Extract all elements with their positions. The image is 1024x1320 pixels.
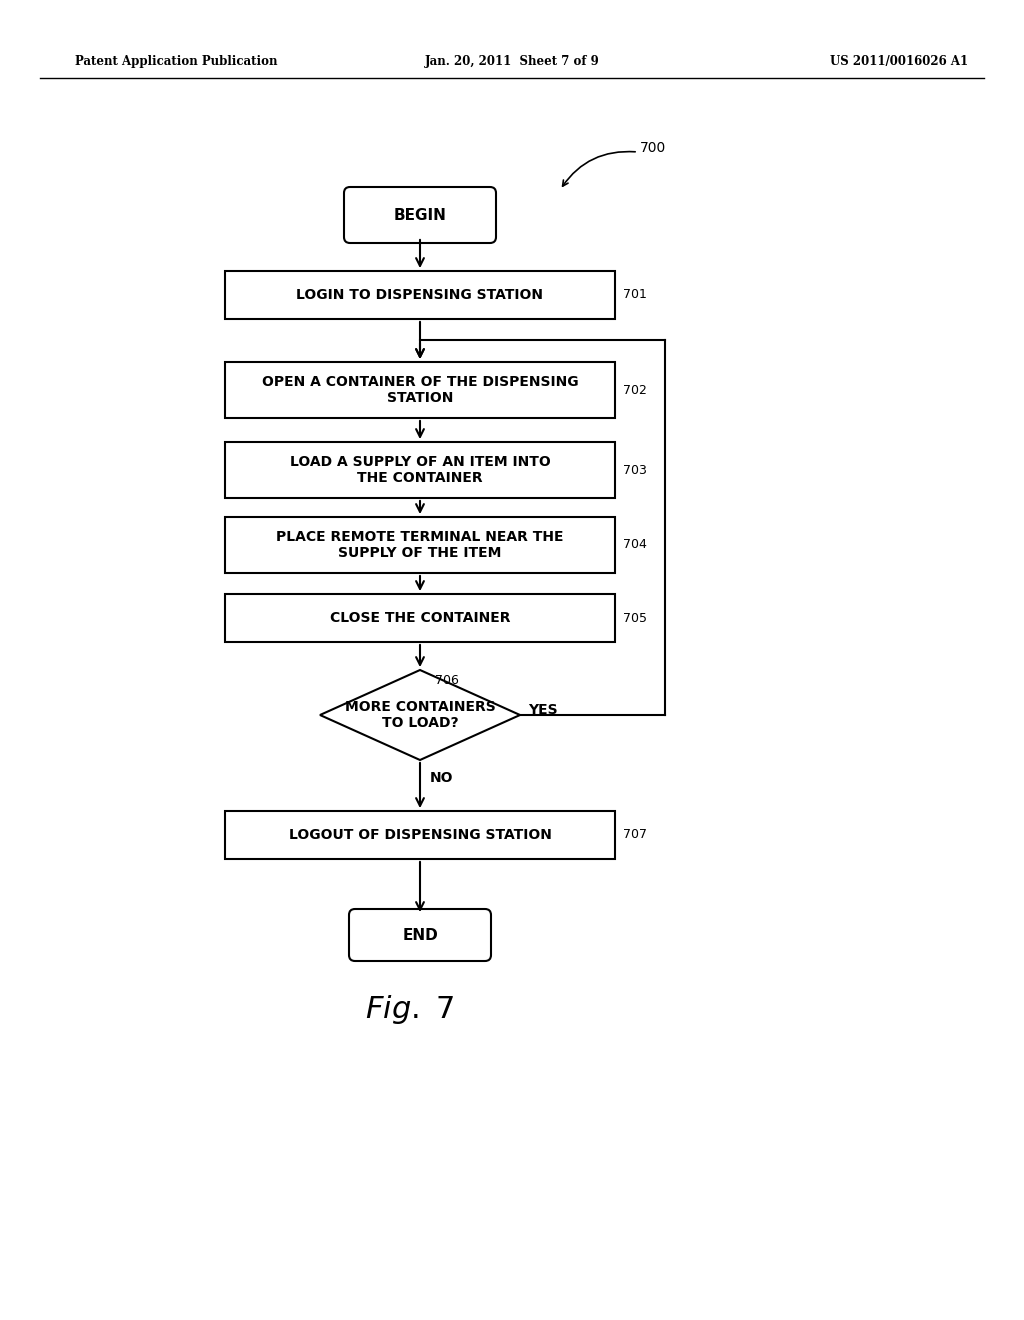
Text: OPEN A CONTAINER OF THE DISPENSING
STATION: OPEN A CONTAINER OF THE DISPENSING STATI… [262,375,579,405]
Text: US 2011/0016026 A1: US 2011/0016026 A1 [830,55,968,69]
Bar [225,442,615,498]
Text: 706: 706 [435,673,459,686]
Bar [225,362,615,418]
Text: 702: 702 [623,384,647,396]
Text: PLACE REMOTE TERMINAL NEAR THE
SUPPLY OF THE ITEM: PLACE REMOTE TERMINAL NEAR THE SUPPLY OF… [276,529,564,560]
Text: END: END [402,928,438,942]
FancyBboxPatch shape [349,909,490,961]
Text: Patent Application Publication: Patent Application Publication [75,55,278,69]
Text: BEGIN: BEGIN [393,207,446,223]
Bar [225,594,615,642]
Text: 703: 703 [623,463,647,477]
Text: MORE CONTAINERS
TO LOAD?: MORE CONTAINERS TO LOAD? [345,700,496,730]
Text: $\mathit{Fig.\ 7}$: $\mathit{Fig.\ 7}$ [366,994,455,1027]
Text: Jan. 20, 2011  Sheet 7 of 9: Jan. 20, 2011 Sheet 7 of 9 [425,55,599,69]
Bar [225,517,615,573]
FancyBboxPatch shape [344,187,496,243]
Text: NO: NO [430,771,454,785]
Text: 701: 701 [623,289,647,301]
Text: LOGOUT OF DISPENSING STATION: LOGOUT OF DISPENSING STATION [289,828,552,842]
Bar [225,810,615,859]
Polygon shape [319,671,520,760]
Text: LOGIN TO DISPENSING STATION: LOGIN TO DISPENSING STATION [297,288,544,302]
Text: 704: 704 [623,539,647,552]
Text: 707: 707 [623,829,647,842]
Text: 705: 705 [623,611,647,624]
Text: LOAD A SUPPLY OF AN ITEM INTO
THE CONTAINER: LOAD A SUPPLY OF AN ITEM INTO THE CONTAI… [290,455,550,486]
Text: 700: 700 [640,141,667,154]
Bar [225,271,615,319]
Text: CLOSE THE CONTAINER: CLOSE THE CONTAINER [330,611,510,624]
Text: YES: YES [528,704,558,717]
